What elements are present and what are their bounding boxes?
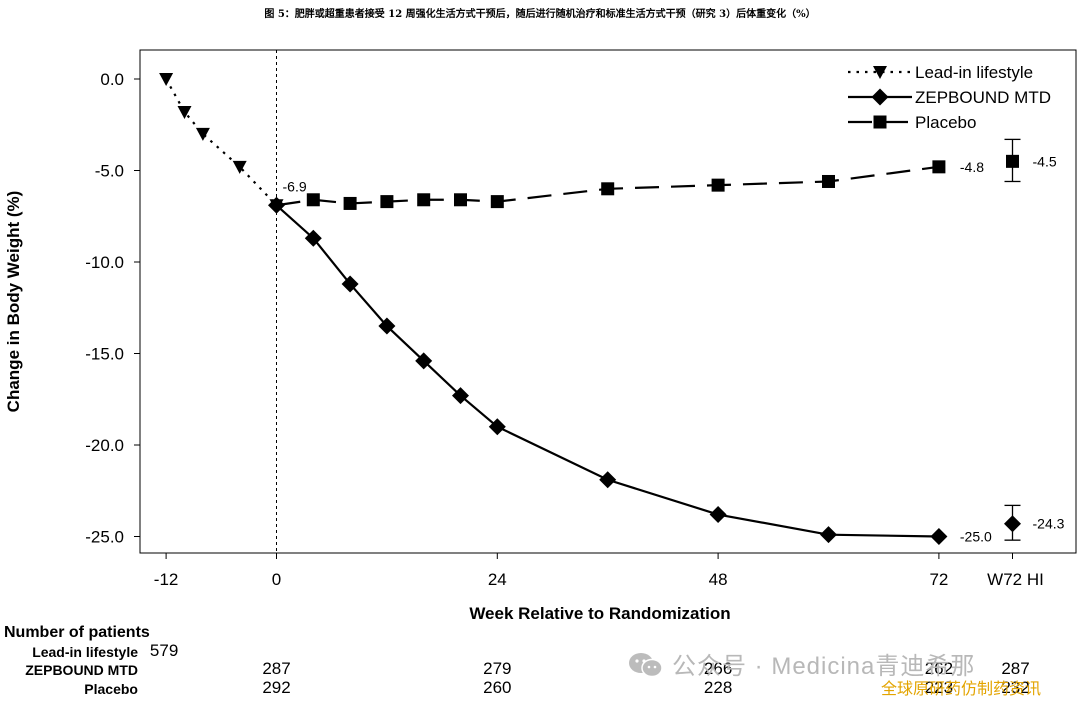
zepbound-mtd-point (930, 528, 948, 545)
data-label: -4.5 (1033, 153, 1057, 169)
watermark: 公众号 · Medicina青迪希那 (628, 646, 975, 681)
x-tick-label: W72 HI (987, 570, 1044, 589)
legend-label-zepbound-mtd: ZEPBOUND MTD (915, 88, 1051, 107)
watermark-subtext: 全球原研药仿制药资讯 (881, 681, 1042, 698)
zepbound-mtd-point (599, 471, 617, 489)
x-tick-label: 0 (272, 570, 281, 589)
x-axis-label: Week Relative to Randomization (469, 604, 730, 623)
patients-count: 292 (262, 678, 291, 697)
patients-count: 266 (703, 659, 733, 678)
zepbound-mtd-point (488, 418, 506, 436)
patients-row-label: Placebo (84, 681, 138, 697)
patients-header: Number of patients (4, 624, 150, 641)
x-tick-label: 72 (929, 570, 948, 589)
hi-point (1006, 154, 1019, 168)
zepbound-mtd-point (378, 317, 396, 335)
plot-area (139, 49, 1077, 554)
zepbound-mtd-point (304, 229, 322, 247)
legend-label-placebo: Placebo (915, 113, 976, 132)
patients-count: 287 (1001, 659, 1030, 678)
lead-in-lifestyle-line (165, 78, 278, 207)
patients-count: 279 (483, 659, 512, 678)
wechat-icon (629, 653, 663, 678)
lead-in-lifestyle-point (177, 105, 192, 119)
zepbound-mtd-point (415, 352, 433, 370)
placebo-point (306, 193, 320, 207)
patients-count: 232 (1001, 678, 1030, 697)
lead-in-lifestyle-point (159, 73, 174, 86)
watermark-text: 公众号 · Medicina青迪希那 (672, 653, 976, 680)
x-tick-label: 48 (709, 570, 728, 589)
zepbound-mtd-point (452, 387, 469, 405)
placebo-point (343, 196, 357, 210)
legend-marker-lead-in-lifestyle (873, 66, 887, 79)
legend-label-lead-in-lifestyle: Lead-in lifestyle (915, 63, 1033, 82)
patients-row-label: ZEPBOUND MTD (25, 662, 138, 678)
patients-count: 579 (149, 641, 179, 660)
patients-count: 260 (483, 678, 512, 697)
data-label: -24.3 (1033, 516, 1065, 532)
placebo-point (380, 195, 394, 209)
lead-in-lifestyle-point (195, 127, 210, 141)
placebo-point (417, 193, 431, 207)
data-label: -4.8 (960, 159, 984, 175)
legend-marker-zepbound-mtd (871, 88, 889, 106)
y-tick-label: -20.0 (85, 436, 124, 455)
patients-count: 287 (262, 659, 291, 678)
y-tick-label: -10.0 (85, 253, 124, 272)
lead-in-lifestyle-point (232, 160, 247, 174)
patients-count: 223 (924, 678, 954, 697)
placebo-point (454, 193, 467, 207)
placebo-point (932, 160, 946, 174)
placebo-point (711, 178, 725, 192)
zepbound-mtd-point (820, 526, 837, 544)
zepbound-mtd-point (341, 275, 359, 293)
y-tick-label: -5.0 (95, 162, 124, 181)
data-label: -25.0 (960, 529, 992, 545)
data-label: -6.9 (283, 178, 307, 194)
x-tick-label: 24 (488, 570, 507, 589)
y-tick-label: 0.0 (100, 70, 124, 89)
zepbound-mtd-point (709, 506, 727, 524)
x-tick-label: -12 (154, 570, 179, 589)
y-axis-label: Change in Body Weight (%) (4, 191, 23, 413)
patients-row-label: Lead-in lifestyle (32, 644, 138, 660)
patients-count: 228 (703, 678, 733, 697)
legend-marker-placebo (873, 115, 887, 129)
patients-count: 262 (924, 659, 954, 678)
y-tick-label: -15.0 (85, 345, 124, 364)
placebo-point (822, 174, 835, 188)
placebo-point (601, 182, 615, 196)
figure-caption: 图 5：肥胖或超重患者接受 12 周强化生活方式干预后，随后进行随机治疗和标准生… (264, 9, 816, 20)
y-tick-label: -25.0 (85, 528, 124, 547)
hi-point (1004, 515, 1021, 533)
placebo-point (490, 195, 504, 209)
